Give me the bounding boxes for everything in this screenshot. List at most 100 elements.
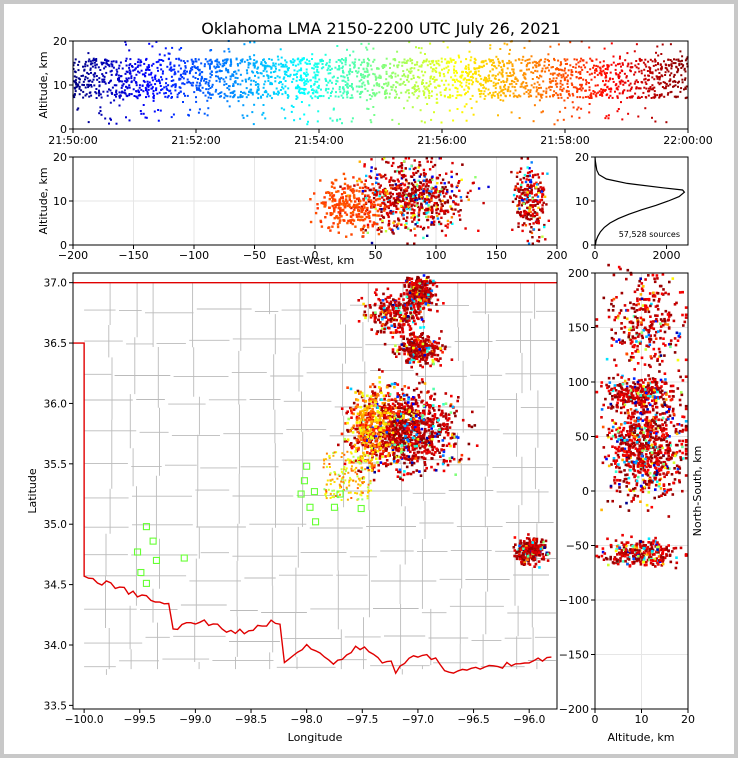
time-altitude-point bbox=[669, 59, 672, 61]
east-west-point bbox=[408, 167, 411, 171]
east-west-point bbox=[402, 173, 406, 177]
time-altitude-point bbox=[608, 78, 611, 81]
time-altitude-point bbox=[299, 76, 302, 79]
time-altitude-point bbox=[320, 67, 323, 70]
plan-view-point bbox=[430, 443, 434, 446]
time-altitude-point bbox=[684, 70, 687, 73]
time-altitude-point bbox=[286, 94, 289, 96]
east-west-point bbox=[395, 205, 398, 208]
time-altitude-point bbox=[336, 45, 339, 47]
plan-view-point bbox=[433, 468, 436, 472]
time-altitude-point bbox=[437, 59, 440, 62]
east-west-point bbox=[512, 193, 516, 197]
east-west-point bbox=[443, 211, 446, 214]
time-altitude-ticks: 21:50:00 21:52:00 21:54:00 21:56:00 21:58:00… bbox=[48, 35, 712, 147]
time-altitude-point bbox=[684, 77, 687, 80]
east-west-point bbox=[380, 214, 383, 217]
time-altitude-point bbox=[173, 64, 176, 67]
time-altitude-point bbox=[572, 86, 575, 89]
time-altitude-point bbox=[121, 80, 124, 83]
time-altitude-point bbox=[214, 90, 217, 93]
plan-view-point bbox=[429, 434, 433, 438]
time-altitude-point bbox=[89, 79, 92, 82]
plan-view-point bbox=[449, 403, 453, 406]
time-altitude-point bbox=[155, 61, 158, 64]
plan-view-point bbox=[371, 444, 374, 447]
east-west-point bbox=[382, 189, 385, 192]
east-west-point bbox=[425, 157, 428, 160]
east-west-point bbox=[450, 175, 453, 179]
time-altitude-point bbox=[535, 66, 538, 69]
time-altitude-point bbox=[107, 81, 110, 84]
plan-view-point bbox=[409, 450, 412, 454]
plan-view-point bbox=[383, 433, 387, 436]
east-west-point bbox=[372, 213, 375, 217]
time-altitude-point bbox=[249, 83, 252, 86]
plan-view-point bbox=[417, 396, 421, 399]
time-altitude-point bbox=[84, 75, 87, 78]
time-altitude-point bbox=[135, 81, 138, 84]
time-altitude-point bbox=[404, 61, 406, 64]
county-line bbox=[129, 282, 138, 670]
time-altitude-point bbox=[617, 63, 619, 66]
time-altitude-point bbox=[340, 94, 343, 97]
east-west-point bbox=[430, 160, 433, 164]
east-west-point bbox=[358, 177, 361, 181]
time-altitude-point bbox=[257, 86, 260, 88]
time-altitude-point bbox=[533, 60, 536, 63]
time-altitude-point bbox=[324, 79, 327, 82]
time-altitude-point bbox=[306, 78, 309, 81]
time-altitude-point bbox=[203, 78, 206, 80]
time-altitude-point bbox=[654, 64, 657, 67]
time-altitude-point bbox=[314, 76, 317, 79]
time-altitude-point bbox=[575, 87, 578, 90]
time-altitude-point bbox=[656, 94, 659, 97]
east-west-point bbox=[381, 158, 384, 161]
plan-view-point bbox=[396, 402, 400, 405]
east-west-point bbox=[521, 199, 524, 202]
time-altitude-point bbox=[523, 92, 526, 95]
time-altitude-point bbox=[207, 83, 210, 86]
time-altitude-point bbox=[609, 94, 612, 97]
east-west-point bbox=[459, 209, 462, 212]
time-altitude-point bbox=[244, 78, 247, 81]
time-altitude-point bbox=[113, 93, 116, 96]
east-west-point bbox=[396, 185, 399, 189]
time-altitude-point bbox=[435, 62, 438, 65]
east-west-point bbox=[428, 192, 431, 195]
time-altitude-point bbox=[435, 67, 438, 70]
time-altitude-point bbox=[337, 59, 340, 61]
time-altitude-point bbox=[253, 59, 256, 62]
plan-view-point bbox=[442, 450, 446, 454]
plan-view-point bbox=[419, 434, 422, 438]
time-altitude-point bbox=[664, 66, 667, 69]
time-altitude-point bbox=[151, 45, 154, 48]
east-west-point bbox=[514, 185, 517, 188]
time-altitude-point bbox=[170, 69, 173, 72]
time-altitude-point bbox=[525, 82, 528, 84]
time-altitude-point bbox=[366, 80, 369, 83]
east-west-point bbox=[378, 190, 382, 193]
time-altitude-point bbox=[447, 83, 450, 86]
east-west-point bbox=[416, 221, 419, 224]
time-altitude-point bbox=[635, 66, 638, 69]
time-altitude-point bbox=[525, 68, 528, 71]
time-altitude-point bbox=[231, 73, 234, 76]
time-altitude-point bbox=[270, 76, 272, 78]
time-altitude-point bbox=[326, 69, 329, 72]
east-west-point bbox=[336, 223, 340, 226]
time-altitude-point bbox=[394, 75, 397, 78]
east-west-point bbox=[529, 190, 533, 193]
plan-view-point bbox=[398, 470, 402, 474]
time-altitude-point bbox=[555, 77, 558, 80]
east-west-point bbox=[402, 169, 405, 173]
time-altitude-point bbox=[375, 77, 378, 80]
east-west-point bbox=[353, 196, 356, 200]
plan-view-point bbox=[431, 404, 435, 407]
time-altitude-point bbox=[370, 95, 373, 98]
time-altitude-point bbox=[198, 69, 201, 72]
time-altitude-point bbox=[658, 75, 661, 78]
time-altitude-point bbox=[508, 52, 511, 55]
plan-view-point bbox=[402, 453, 406, 457]
time-altitude-point bbox=[409, 57, 412, 60]
